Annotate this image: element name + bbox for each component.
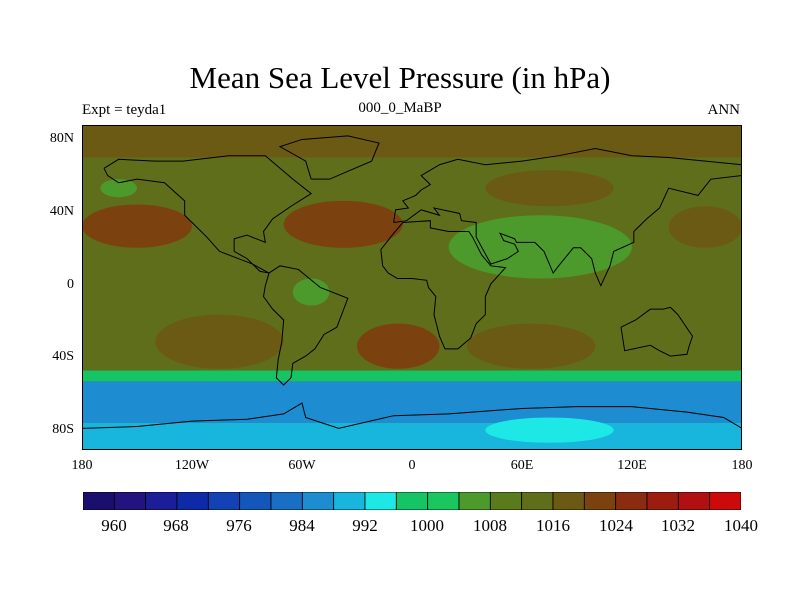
- colorbar-bin: [270, 492, 303, 510]
- pressure-region-south-pacific-high: [155, 314, 284, 369]
- lat-tick-label: 0: [67, 277, 74, 292]
- colorbar-bin: [83, 492, 115, 510]
- colorbar-label: 976: [226, 516, 252, 535]
- coastline-south-america: [262, 265, 349, 386]
- lon-tick-label: 180: [731, 458, 753, 473]
- colorbar-label: 984: [289, 516, 315, 535]
- lon-tick-label: 120W: [174, 458, 210, 473]
- colorbar-bin: [395, 492, 429, 510]
- colorbar-bin: [709, 492, 741, 510]
- colorbar-bin: [521, 492, 554, 510]
- age-label: 000_0_MaBP: [358, 100, 442, 116]
- pressure-region-north-atlantic-high: [283, 200, 403, 248]
- coastline-eurasia: [393, 147, 742, 287]
- pressure-region-north-pacific-high-east: [668, 206, 742, 248]
- colorbar-label: 1040: [724, 516, 758, 535]
- coastline-north-america: [103, 155, 313, 274]
- colorbar-bin: [552, 492, 585, 510]
- lon-tick-label: 60W: [288, 458, 316, 473]
- lon-tick-label: 0: [408, 458, 416, 473]
- colorbar-bin: [677, 492, 711, 510]
- pressure-map: [82, 125, 742, 450]
- pressure-region-south-atlantic-high: [357, 323, 440, 369]
- colorbar-label: 1024: [599, 516, 633, 535]
- colorbar-label: 968: [163, 516, 189, 535]
- colorbar-bin: [333, 492, 366, 510]
- colorbar-bin: [364, 492, 397, 510]
- colorbar: [83, 492, 741, 510]
- colorbar-bin: [427, 492, 460, 510]
- colorbar-label: 992: [352, 516, 378, 535]
- pressure-region-south-indian-high: [467, 323, 596, 369]
- colorbar-bin: [615, 492, 648, 510]
- colorbar-label: 1000: [410, 516, 444, 535]
- colorbar-bin: [458, 492, 491, 510]
- colorbar-bin: [239, 492, 272, 510]
- colorbar-bin: [583, 492, 617, 510]
- pressure-region-amazon-low: [292, 278, 330, 306]
- colorbar-label: 960: [101, 516, 127, 535]
- chart-title: Mean Sea Level Pressure (in hPa): [189, 60, 611, 95]
- colorbar-label: 1016: [536, 516, 570, 535]
- colorbar-bin: [489, 492, 523, 510]
- colorbar-bin: [176, 492, 209, 510]
- pressure-region-antarctic-high-patch: [485, 417, 614, 443]
- pressure-region-southern-ocean-trough: [82, 381, 742, 423]
- lat-tick-label: 40N: [49, 204, 74, 219]
- pressure-region-north-pacific-high: [82, 204, 192, 248]
- lon-tick-label: 180: [71, 458, 93, 473]
- pressure-region-aleutian-low: [100, 179, 137, 198]
- colorbar-bin: [145, 492, 178, 510]
- pressure-region-antarctica: [82, 422, 742, 450]
- pressure-region-siberia-high: [485, 170, 614, 207]
- coastline-africa: [380, 220, 507, 350]
- lon-tick-label: 120E: [617, 458, 647, 473]
- pressure-region-polar-north: [82, 125, 742, 158]
- map-frame: [82, 125, 742, 450]
- coastline-antarctica: [82, 402, 742, 429]
- coastline-greenland: [278, 135, 380, 180]
- lon-tick-label: 60E: [510, 458, 534, 473]
- colorbar-bin: [301, 492, 335, 510]
- colorbar-bin: [113, 492, 147, 510]
- lat-tick-label: 40S: [52, 349, 74, 364]
- colorbar-label: 1008: [473, 516, 507, 535]
- colorbar-bin: [207, 492, 241, 510]
- experiment-label: Expt = teyda1: [82, 102, 167, 118]
- coastline-australia: [620, 306, 694, 357]
- period-label: ANN: [707, 102, 741, 118]
- lat-tick-label: 80S: [52, 422, 74, 437]
- colorbar-label: 1032: [661, 516, 695, 535]
- colorbar-bin: [646, 492, 679, 510]
- pressure-region-southern-ocean-trough-edge: [82, 370, 742, 382]
- lat-tick-label: 80N: [49, 131, 74, 146]
